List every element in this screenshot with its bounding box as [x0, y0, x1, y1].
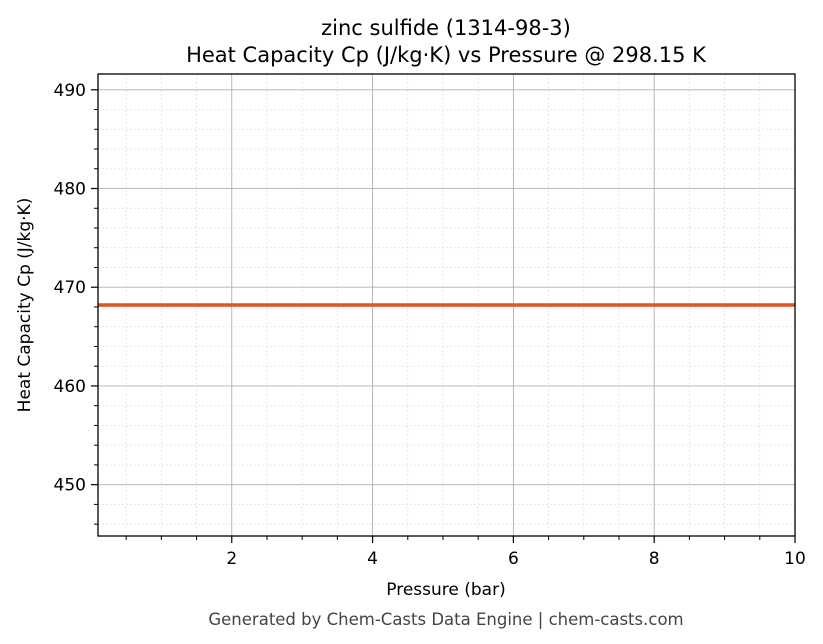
x-tick-label: 8	[649, 549, 660, 569]
footer-text: Generated by Chem-Casts Data Engine | ch…	[208, 610, 683, 629]
y-tick-label: 460	[54, 377, 86, 397]
x-axis-label: Pressure (bar)	[386, 580, 505, 600]
y-tick-label: 450	[54, 476, 86, 496]
y-tick-label: 480	[54, 180, 86, 200]
y-tick-label: 470	[54, 278, 86, 298]
x-tick-label: 6	[508, 549, 519, 569]
plot-frame	[97, 73, 796, 537]
y-tick-label: 490	[54, 81, 86, 101]
chart-title: zinc sulfide (1314-98-3)	[321, 16, 571, 40]
x-tick-label: 10	[784, 549, 806, 569]
x-tick-label: 4	[367, 549, 378, 569]
chart-subtitle: Heat Capacity Cp (J/kg·K) vs Pressure @ …	[186, 43, 707, 67]
y-axis-label: Heat Capacity Cp (J/kg·K)	[15, 198, 35, 413]
x-tick-label: 2	[226, 549, 237, 569]
